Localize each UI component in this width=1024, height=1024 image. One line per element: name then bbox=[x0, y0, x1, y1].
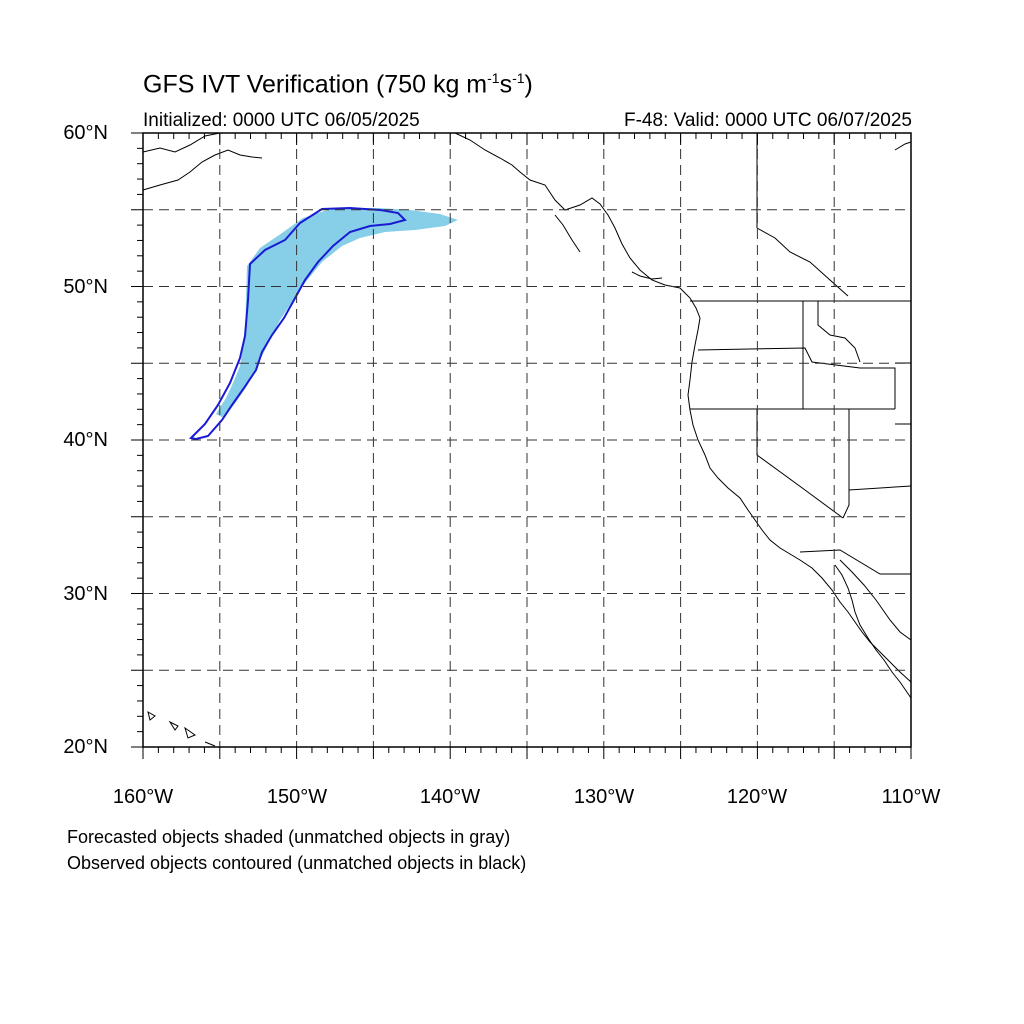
state-borders bbox=[690, 133, 912, 575]
init-time-label: Initialized: 0000 UTC 06/05/2025 bbox=[143, 110, 420, 131]
lon-label-150w: 150°W bbox=[266, 786, 328, 808]
lon-label-120w: 120°W bbox=[726, 786, 788, 808]
lon-label-160w: 160°W bbox=[112, 786, 174, 808]
grid-lines bbox=[143, 133, 911, 747]
forecast-object bbox=[216, 208, 458, 418]
lon-label-130w: 130°W bbox=[573, 786, 635, 808]
coastlines bbox=[142, 132, 912, 747]
legend-forecast-note: Forecasted objects shaded (unmatched obj… bbox=[67, 827, 511, 847]
lat-label-30: 30°N bbox=[63, 583, 108, 605]
map-frame bbox=[142, 132, 912, 748]
lat-label-20: 20°N bbox=[63, 736, 108, 758]
valid-time-label: F-48: Valid: 0000 UTC 06/07/2025 bbox=[624, 110, 912, 131]
lat-label-60: 60°N bbox=[63, 122, 108, 144]
observed-contour bbox=[188, 206, 407, 441]
lat-label-40: 40°N bbox=[63, 429, 108, 451]
legend-observed-note: Observed objects contoured (unmatched ob… bbox=[67, 853, 527, 873]
map-title: GFS IVT Verification (750 kg m-1s-1) bbox=[143, 70, 533, 99]
lat-label-50: 50°N bbox=[63, 276, 108, 298]
lon-label-140w: 140°W bbox=[419, 786, 481, 808]
lon-label-110w: 110°W bbox=[881, 786, 941, 808]
axis-ticks bbox=[131, 132, 912, 759]
